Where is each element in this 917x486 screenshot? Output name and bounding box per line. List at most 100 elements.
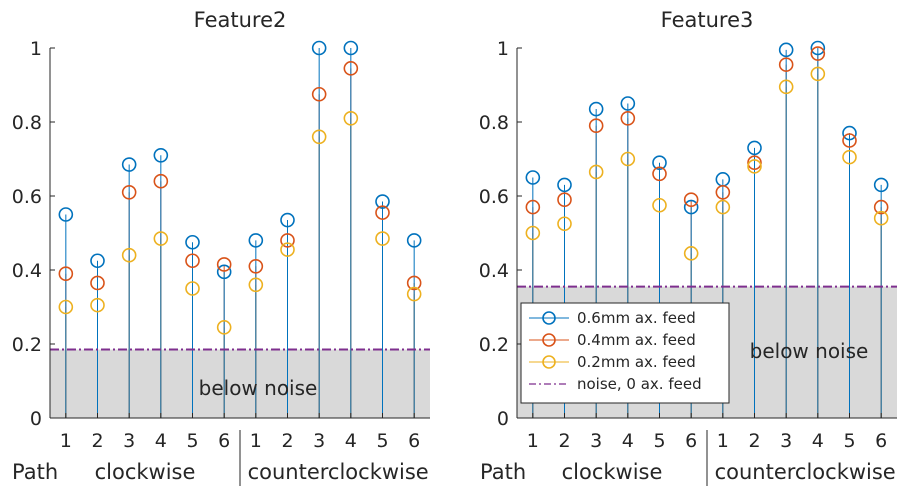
data-point <box>557 192 572 207</box>
data-point <box>747 155 762 170</box>
x-tick-label: 5 <box>843 430 855 452</box>
data-point <box>185 253 200 269</box>
y-tick-label: 1 <box>30 38 42 60</box>
x-tick-label: 4 <box>345 430 357 452</box>
x-tick-label: 1 <box>250 430 262 452</box>
data-point <box>842 149 857 165</box>
data-point <box>620 151 636 167</box>
y-tick-label: 1 <box>497 38 509 60</box>
group-label-counterclockwise: counterclockwise <box>715 460 896 484</box>
x-tick-label: 3 <box>313 430 325 452</box>
x-tick-label: 5 <box>186 430 198 452</box>
data-point <box>248 277 264 293</box>
legend-marker <box>542 333 556 347</box>
x-tick-label: 6 <box>218 430 230 452</box>
data-point <box>185 234 200 250</box>
legend-label: noise, 0 ax. feed <box>577 375 702 393</box>
data-point <box>778 79 794 95</box>
data-point <box>842 125 857 141</box>
data-point <box>121 247 137 263</box>
data-point <box>873 177 889 193</box>
data-point <box>557 216 572 232</box>
data-point <box>153 148 169 163</box>
data-point <box>311 129 327 145</box>
y-tick-label: 0.4 <box>479 260 509 282</box>
data-point <box>873 210 889 226</box>
data-point <box>58 299 74 315</box>
data-point <box>588 101 604 117</box>
x-tick-label: 3 <box>123 430 135 452</box>
data-point <box>90 253 105 269</box>
data-point <box>652 197 667 213</box>
data-point <box>620 96 636 111</box>
x-tick-label: 6 <box>685 430 697 452</box>
data-point <box>248 258 264 274</box>
data-point <box>375 205 390 220</box>
x-tick-label: 4 <box>812 430 824 452</box>
data-point <box>525 199 541 215</box>
data-point <box>58 266 74 282</box>
data-point <box>311 86 327 102</box>
data-point <box>652 155 667 170</box>
noise-region-label: below noise <box>750 339 869 363</box>
data-point <box>747 159 762 174</box>
data-point <box>525 225 541 241</box>
y-tick-label: 0.8 <box>12 112 42 134</box>
y-tick-label: 0 <box>30 408 42 430</box>
data-point <box>153 231 169 246</box>
x-tick-label: 2 <box>748 430 760 452</box>
data-point <box>280 233 295 248</box>
data-point <box>343 40 359 56</box>
data-point <box>525 170 541 185</box>
y-tick-label: 0.6 <box>479 186 509 208</box>
x-tick-label: 1 <box>60 430 72 452</box>
data-point <box>652 166 667 182</box>
legend-marker <box>542 311 556 325</box>
y-tick-label: 0.2 <box>12 334 42 356</box>
data-point <box>588 164 604 180</box>
x-tick-label: 5 <box>376 430 388 452</box>
x-tick-label: 3 <box>590 430 602 452</box>
group-label-clockwise: clockwise <box>562 460 663 484</box>
data-point <box>280 242 295 257</box>
y-tick-label: 0.2 <box>479 334 509 356</box>
y-tick-label: 0.6 <box>12 186 42 208</box>
path-label: Path <box>480 460 526 484</box>
data-point <box>311 40 327 56</box>
data-point <box>810 46 826 61</box>
noise-region <box>50 349 430 418</box>
data-point <box>121 185 137 200</box>
noise-region-label: below noise <box>199 376 318 400</box>
data-point <box>810 66 826 82</box>
x-tick-label: 2 <box>558 430 570 452</box>
data-point <box>557 177 572 193</box>
x-tick-label: 4 <box>155 430 167 452</box>
legend-label: 0.6mm ax. feed <box>577 309 696 327</box>
data-point <box>58 207 74 222</box>
data-point <box>90 297 105 313</box>
legend-box <box>520 302 730 404</box>
chart-title: Feature2 <box>194 8 287 32</box>
data-point <box>683 199 699 215</box>
data-point <box>185 281 200 296</box>
data-point <box>375 231 390 246</box>
y-tick-label: 0.4 <box>12 260 42 282</box>
data-point <box>778 42 794 58</box>
data-point <box>406 233 422 248</box>
data-point <box>588 118 604 133</box>
data-point <box>406 286 422 302</box>
x-tick-label: 4 <box>622 430 634 452</box>
data-point <box>343 61 359 76</box>
y-tick-label: 0.8 <box>479 112 509 134</box>
x-tick-label: 6 <box>875 430 887 452</box>
data-point <box>280 212 295 228</box>
x-tick-label: 2 <box>91 430 103 452</box>
data-point <box>343 111 359 126</box>
data-point <box>747 140 762 156</box>
data-point <box>406 275 422 291</box>
data-point <box>778 57 794 72</box>
data-point <box>216 264 232 280</box>
data-point <box>683 192 699 207</box>
data-point <box>216 257 232 272</box>
